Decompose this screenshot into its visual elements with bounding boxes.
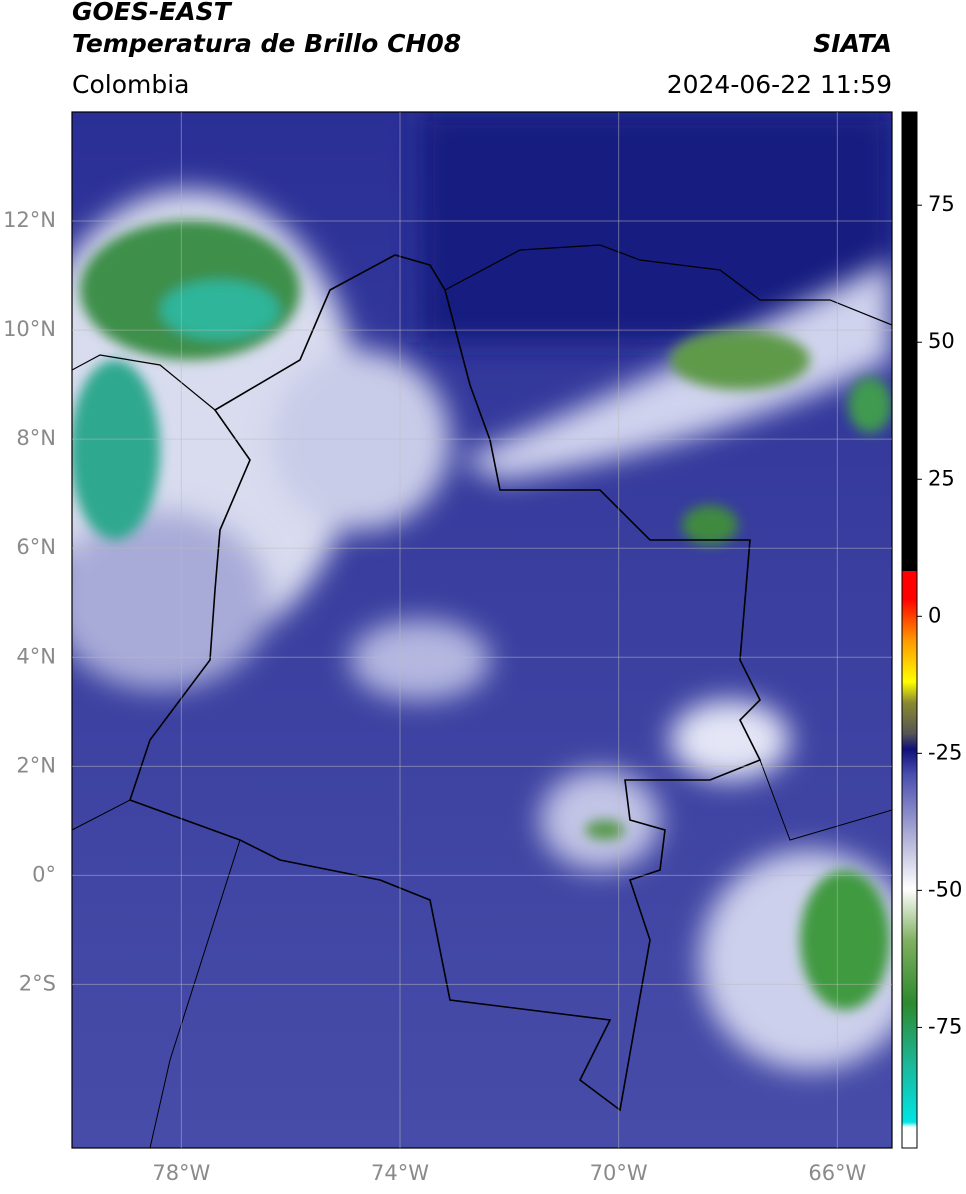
x-tick-label: 70°W [590,1161,648,1185]
y-tick-label: 4°N [16,644,56,668]
title-line-2: Temperatura de Brillo CH08 [72,29,461,58]
colorbar-tick-label: -50 [928,877,962,901]
y-tick-label: 0° [32,862,56,886]
region: Colombia [72,70,189,99]
graticule: 78°W 74°W 70°W 66°W 12°N 10°N 8°N 6°N 4°N 2°N 0° 2°… [3,112,892,1185]
colorbar-tick-label: 0 [928,603,941,627]
y-tick-label: 8°N [16,426,56,450]
colorbar-tick-label: -75 [928,1014,962,1038]
title-line-1: GOES-EAST [72,0,233,26]
satellite-image [72,112,892,1148]
colorbar [901,111,918,1149]
x-tick-label: 74°W [371,1161,429,1185]
source: SIATA [813,29,892,58]
x-tick-label: 78°W [152,1161,210,1185]
y-tick-label: 10°N [3,317,56,341]
colorbar-tick-label: 75 [928,192,955,216]
colorbar-tick-label: -25 [928,740,962,764]
y-tick-label: 2°S [19,971,56,995]
y-tick-label: 6°N [16,535,56,559]
colorbar-tick-label: 25 [928,466,955,490]
datetime: 2024-06-22 11:59 [667,70,892,99]
y-tick-label: 12°N [3,208,56,232]
colorbar-ticks: 75 50 25 0 -25 -50 -75 [917,192,962,1038]
map-frame [71,111,893,1149]
y-tick-label: 2°N [16,753,56,777]
x-tick-label: 66°W [808,1161,866,1185]
colorbar-tick-label: 50 [928,329,955,353]
